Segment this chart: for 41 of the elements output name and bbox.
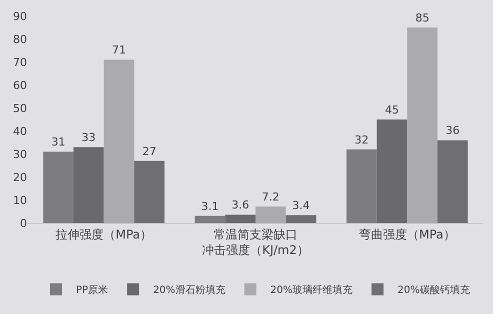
data-label: 3.6 <box>232 198 250 212</box>
data-label: 33 <box>82 131 96 144</box>
bar <box>134 160 164 223</box>
data-label: 27 <box>142 144 156 158</box>
bar <box>74 147 104 223</box>
bar <box>104 60 134 223</box>
bar <box>407 28 438 223</box>
x-tick-label: 常温简支梁缺口冲击强度（KJ/m2） <box>202 227 309 257</box>
bar <box>286 215 316 223</box>
data-label: 3.1 <box>201 200 219 213</box>
y-tick-label: 70 <box>13 56 27 69</box>
bar <box>194 216 226 223</box>
y-tick-label: 20 <box>13 170 27 184</box>
data-label: 36 <box>446 124 460 138</box>
data-label: 32 <box>354 133 369 146</box>
legend-label: PP原米 <box>76 284 108 296</box>
y-tick-label: 0 <box>20 216 27 230</box>
legend-label: 20%玻璃纤维填充 <box>270 284 353 296</box>
data-label: 71 <box>112 44 126 57</box>
bar <box>376 120 408 223</box>
y-tick-label: 80 <box>13 32 27 46</box>
y-tick-label: 10 <box>13 194 27 207</box>
x-tick-label: 拉伸强度（MPa） <box>56 227 152 242</box>
y-tick-label: 60 <box>13 78 27 92</box>
y-tick-label: 50 <box>13 102 27 115</box>
data-label: 85 <box>415 12 430 24</box>
legend-label: 20%碳酸钙填充 <box>398 284 470 296</box>
data-label: 31 <box>51 136 66 149</box>
legend-label: 20%滑石粉填充 <box>153 284 226 296</box>
x-tick-label: 弯曲强度（MPa） <box>358 227 456 242</box>
data-label: 45 <box>385 104 399 116</box>
data-label: 7.2 <box>262 190 280 204</box>
y-tick-label: 40 <box>13 124 27 138</box>
bar <box>43 152 74 223</box>
bar <box>225 214 256 223</box>
bar <box>438 140 468 223</box>
bar <box>256 206 286 223</box>
bar <box>346 149 377 223</box>
data-label: 3.4 <box>292 199 310 212</box>
y-tick-label: 90 <box>13 10 27 23</box>
y-tick-label: 30 <box>13 148 27 161</box>
